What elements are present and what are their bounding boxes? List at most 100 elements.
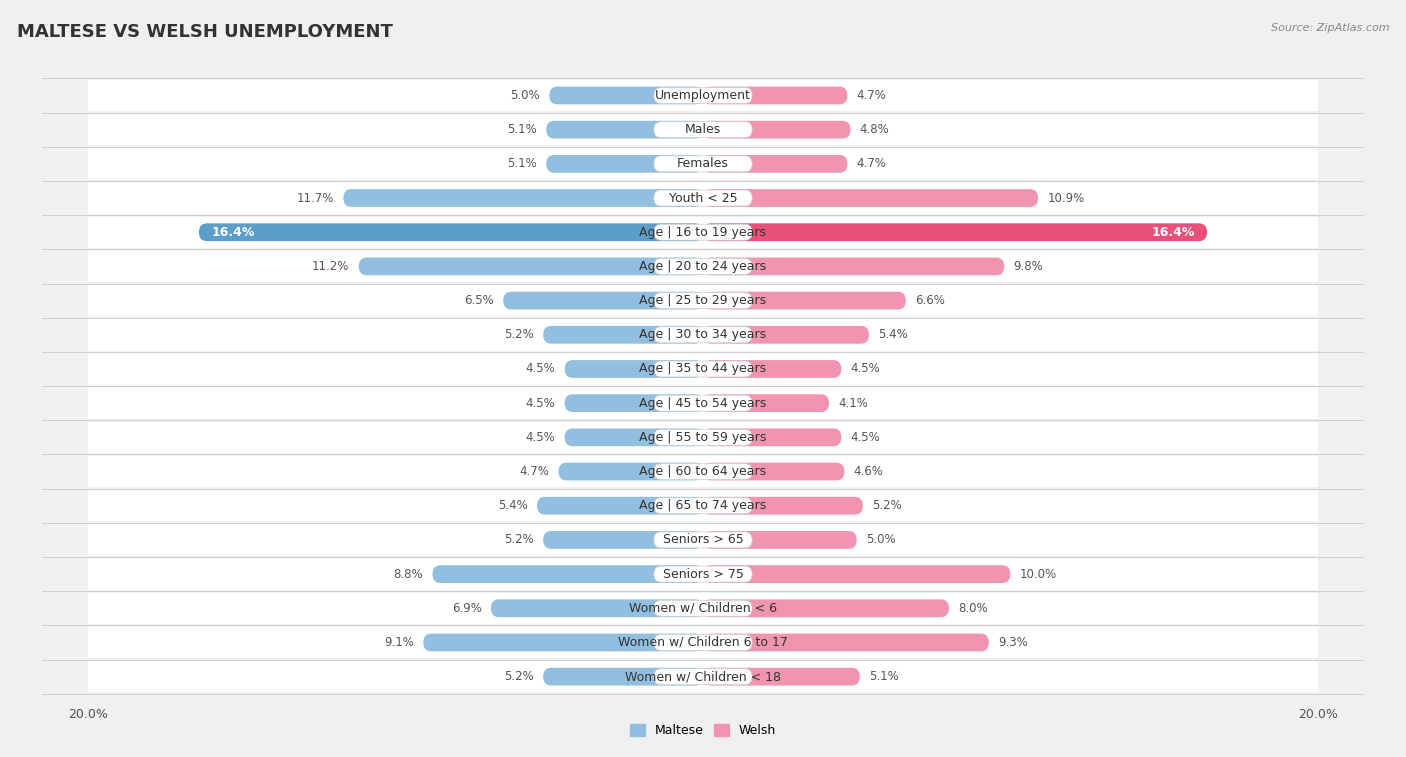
Text: Age | 16 to 19 years: Age | 16 to 19 years	[640, 226, 766, 238]
Bar	[89, 559, 1317, 590]
Text: 4.7%: 4.7%	[856, 89, 887, 102]
Bar	[89, 661, 1317, 693]
FancyBboxPatch shape	[433, 565, 703, 583]
Bar	[89, 388, 1317, 419]
Text: 8.0%: 8.0%	[957, 602, 988, 615]
FancyBboxPatch shape	[654, 258, 752, 275]
Bar	[89, 524, 1317, 556]
FancyBboxPatch shape	[654, 224, 752, 240]
Text: 5.0%: 5.0%	[866, 534, 896, 547]
Text: 5.1%: 5.1%	[508, 123, 537, 136]
Text: 8.8%: 8.8%	[394, 568, 423, 581]
FancyBboxPatch shape	[654, 122, 752, 138]
FancyBboxPatch shape	[547, 121, 703, 139]
Bar	[89, 593, 1317, 624]
FancyBboxPatch shape	[654, 190, 752, 206]
Text: Unemployment: Unemployment	[655, 89, 751, 102]
Bar	[89, 79, 1317, 111]
Text: 4.6%: 4.6%	[853, 465, 883, 478]
FancyBboxPatch shape	[703, 565, 1011, 583]
FancyBboxPatch shape	[703, 668, 859, 686]
Bar	[89, 354, 1317, 385]
FancyBboxPatch shape	[537, 497, 703, 515]
Bar	[89, 422, 1317, 453]
FancyBboxPatch shape	[565, 394, 703, 412]
Text: Youth < 25: Youth < 25	[669, 192, 737, 204]
Text: 5.4%: 5.4%	[879, 329, 908, 341]
Text: Age | 25 to 29 years: Age | 25 to 29 years	[640, 294, 766, 307]
Bar	[89, 627, 1317, 658]
Text: 11.2%: 11.2%	[312, 260, 350, 273]
Text: Age | 60 to 64 years: Age | 60 to 64 years	[640, 465, 766, 478]
Bar	[89, 182, 1317, 213]
Text: 4.7%: 4.7%	[519, 465, 550, 478]
FancyBboxPatch shape	[703, 463, 845, 481]
Text: MALTESE VS WELSH UNEMPLOYMENT: MALTESE VS WELSH UNEMPLOYMENT	[17, 23, 392, 41]
FancyBboxPatch shape	[543, 326, 703, 344]
Text: Source: ZipAtlas.com: Source: ZipAtlas.com	[1271, 23, 1389, 33]
Text: 6.9%: 6.9%	[451, 602, 482, 615]
Text: 10.0%: 10.0%	[1019, 568, 1057, 581]
FancyBboxPatch shape	[491, 600, 703, 617]
Text: 5.2%: 5.2%	[505, 534, 534, 547]
Text: Age | 65 to 74 years: Age | 65 to 74 years	[640, 499, 766, 512]
Text: 4.5%: 4.5%	[526, 397, 555, 410]
FancyBboxPatch shape	[654, 156, 752, 172]
FancyBboxPatch shape	[359, 257, 703, 276]
Text: Women w/ Children < 18: Women w/ Children < 18	[626, 670, 780, 683]
FancyBboxPatch shape	[703, 634, 988, 651]
Bar	[89, 148, 1317, 179]
FancyBboxPatch shape	[558, 463, 703, 481]
FancyBboxPatch shape	[654, 463, 752, 479]
FancyBboxPatch shape	[703, 121, 851, 139]
FancyBboxPatch shape	[654, 327, 752, 343]
Text: Males: Males	[685, 123, 721, 136]
Bar	[89, 319, 1317, 350]
Text: 6.6%: 6.6%	[915, 294, 945, 307]
FancyBboxPatch shape	[654, 668, 752, 684]
FancyBboxPatch shape	[654, 361, 752, 377]
Text: Women w/ Children < 6: Women w/ Children < 6	[628, 602, 778, 615]
FancyBboxPatch shape	[703, 394, 830, 412]
FancyBboxPatch shape	[654, 395, 752, 411]
Text: 10.9%: 10.9%	[1047, 192, 1084, 204]
FancyBboxPatch shape	[543, 531, 703, 549]
Text: 5.2%: 5.2%	[505, 670, 534, 683]
Text: Females: Females	[678, 157, 728, 170]
Text: Age | 35 to 44 years: Age | 35 to 44 years	[640, 363, 766, 375]
Text: 4.1%: 4.1%	[838, 397, 868, 410]
Bar	[89, 285, 1317, 316]
Bar	[89, 114, 1317, 145]
FancyBboxPatch shape	[703, 428, 841, 446]
FancyBboxPatch shape	[654, 566, 752, 582]
FancyBboxPatch shape	[654, 293, 752, 309]
Text: 4.5%: 4.5%	[526, 363, 555, 375]
Text: Age | 55 to 59 years: Age | 55 to 59 years	[640, 431, 766, 444]
FancyBboxPatch shape	[703, 326, 869, 344]
FancyBboxPatch shape	[198, 223, 703, 241]
Bar	[89, 456, 1317, 488]
Legend: Maltese, Welsh: Maltese, Welsh	[624, 719, 782, 743]
FancyBboxPatch shape	[654, 532, 752, 548]
Text: 11.7%: 11.7%	[297, 192, 335, 204]
FancyBboxPatch shape	[343, 189, 703, 207]
Text: Seniors > 65: Seniors > 65	[662, 534, 744, 547]
FancyBboxPatch shape	[703, 360, 841, 378]
FancyBboxPatch shape	[654, 429, 752, 445]
FancyBboxPatch shape	[703, 189, 1038, 207]
Text: 5.1%: 5.1%	[869, 670, 898, 683]
Text: Women w/ Children 6 to 17: Women w/ Children 6 to 17	[619, 636, 787, 649]
FancyBboxPatch shape	[565, 428, 703, 446]
FancyBboxPatch shape	[543, 668, 703, 686]
FancyBboxPatch shape	[654, 497, 752, 514]
FancyBboxPatch shape	[703, 86, 848, 104]
FancyBboxPatch shape	[423, 634, 703, 651]
FancyBboxPatch shape	[703, 223, 1208, 241]
Text: 5.1%: 5.1%	[508, 157, 537, 170]
Text: Seniors > 75: Seniors > 75	[662, 568, 744, 581]
FancyBboxPatch shape	[547, 155, 703, 173]
Text: Age | 45 to 54 years: Age | 45 to 54 years	[640, 397, 766, 410]
Text: 5.4%: 5.4%	[498, 499, 527, 512]
FancyBboxPatch shape	[703, 531, 856, 549]
Text: 9.3%: 9.3%	[998, 636, 1028, 649]
